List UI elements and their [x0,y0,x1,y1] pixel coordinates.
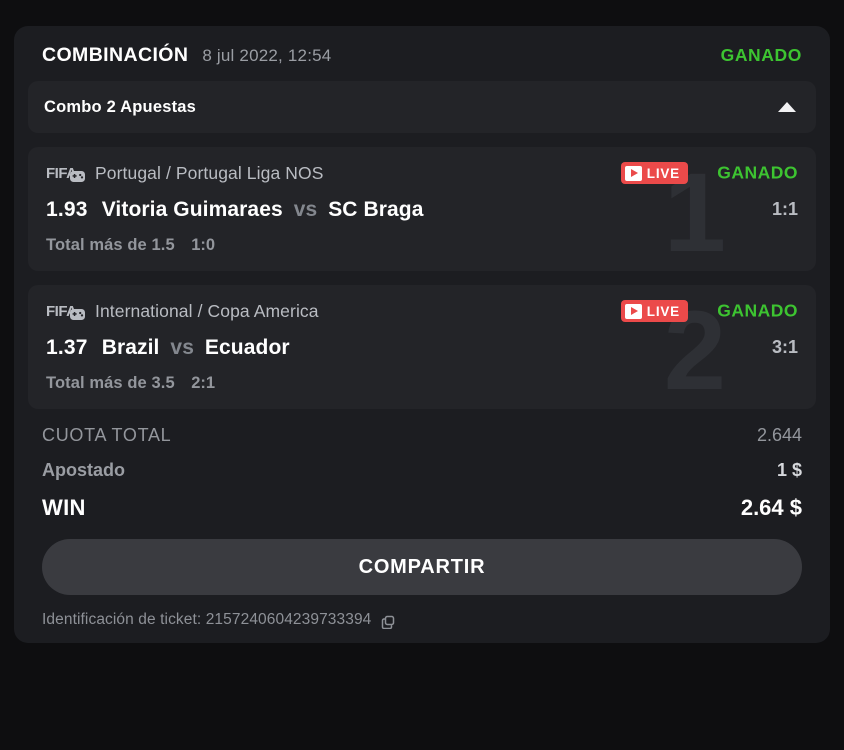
total-odds-row: CUOTA TOTAL 2.644 [42,425,802,446]
live-label: LIVE [646,165,680,181]
play-icon [624,303,642,319]
team-away: Ecuador [204,336,290,359]
bet-market-score: 2:1 [191,374,216,392]
bet-odds: 1.93 [46,198,88,221]
team-home: Vitoria Guimaraes [101,198,283,221]
totals-section: CUOTA TOTAL 2.644 Apostado 1 $ WIN 2.64 … [14,409,830,521]
bet-ticket-card: COMBINACIÓN 8 jul 2022, 12:54 GANADO Com… [14,26,830,643]
live-badge: LIVE [620,162,688,184]
total-odds-value: 2.644 [756,425,802,445]
bet-match-row: 1.93 Vitoria Guimaraes vs SC Braga 1:1 [46,198,798,222]
bet-odds: 1.37 [46,336,88,359]
live-badge: LIVE [620,300,688,322]
win-value: 2.64 $ [740,495,802,520]
ticket-footer: Identificación de ticket: 21572406042397… [14,595,830,629]
win-row: WIN 2.64 $ [42,495,802,521]
team-home: Brazil [101,336,160,359]
ticket-date: 8 jul 2022, 12:54 [202,46,332,65]
fifa-icon: FIFA [46,163,86,183]
bet-market: Total más de 3.5 [46,374,175,392]
share-button-label: COMPARTIR [358,555,486,578]
combo-label: Combo 2 Apuestas [44,97,197,116]
ticket-header: COMBINACIÓN 8 jul 2022, 12:54 GANADO [14,26,830,77]
vs-separator: vs [170,336,194,359]
svg-text:FIFA: FIFA [46,303,77,320]
bet-score: 1:1 [771,199,798,219]
bet-score: 3:1 [771,337,798,357]
bet-status-badge: GANADO [717,162,798,183]
page-title: COMBINACIÓN [42,44,189,66]
team-away: SC Braga [328,198,424,221]
bet-teams: Brazil vs Ecuador [102,336,290,360]
bet-item[interactable]: 2 FIFA International / Copa America [28,285,816,409]
live-label: LIVE [646,303,680,319]
bet-league-name: Portugal / Portugal Liga NOS [95,162,324,183]
stake-value: 1 $ [776,460,802,480]
ticket-id: Identificación de ticket: 21572406042397… [42,611,372,628]
chevron-up-icon[interactable] [778,102,796,112]
vs-separator: vs [293,198,318,221]
total-odds-label: CUOTA TOTAL [42,425,172,445]
bet-item[interactable]: 1 FIFA Portugal / Portugal Liga NOS [28,147,816,271]
bet-market: Total más de 1.5 [46,236,175,254]
share-button[interactable]: COMPARTIR [42,539,802,595]
bet-teams: Vitoria Guimaraes vs SC Braga [102,198,424,222]
bet-league-name: International / Copa America [95,300,319,321]
win-label: WIN [42,495,86,520]
stake-row: Apostado 1 $ [42,460,802,481]
stake-label: Apostado [42,460,125,480]
bet-market-row: Total más de 1.5 1:0 [46,236,798,255]
bet-league-row: FIFA International / Copa America LIVE G… [46,299,798,323]
bet-market-row: Total más de 3.5 2:1 [46,374,798,393]
svg-text:FIFA: FIFA [46,165,77,182]
copy-icon[interactable] [380,611,398,629]
bet-match-row: 1.37 Brazil vs Ecuador 3:1 [46,336,798,360]
bet-league-row: FIFA Portugal / Portugal Liga NOS LIVE G… [46,161,798,185]
ticket-status-badge: GANADO [720,45,802,65]
play-icon [624,165,642,181]
bet-market-score: 1:0 [191,236,216,254]
combo-toggle-bar[interactable]: Combo 2 Apuestas [28,81,816,133]
fifa-icon: FIFA [46,301,86,321]
bet-status-badge: GANADO [717,300,798,321]
